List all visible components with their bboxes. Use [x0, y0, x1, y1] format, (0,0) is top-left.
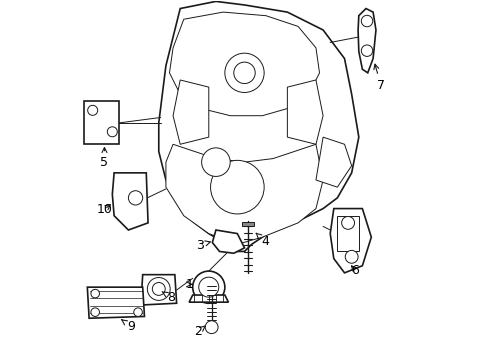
Polygon shape — [357, 9, 375, 73]
Circle shape — [361, 15, 372, 27]
Text: 2: 2 — [194, 325, 204, 338]
Polygon shape — [337, 216, 358, 251]
Text: 7: 7 — [373, 64, 384, 92]
Circle shape — [205, 321, 218, 334]
Circle shape — [91, 308, 99, 316]
Polygon shape — [315, 137, 351, 187]
Circle shape — [341, 216, 354, 229]
Circle shape — [152, 283, 165, 296]
Circle shape — [91, 289, 99, 298]
Text: 4: 4 — [256, 233, 268, 248]
Polygon shape — [112, 173, 148, 230]
Polygon shape — [212, 230, 244, 253]
Polygon shape — [242, 222, 253, 226]
Circle shape — [87, 105, 98, 115]
Polygon shape — [165, 144, 323, 244]
Circle shape — [192, 271, 224, 303]
Polygon shape — [159, 1, 358, 251]
Polygon shape — [329, 208, 370, 273]
Polygon shape — [87, 287, 144, 318]
Polygon shape — [141, 275, 176, 305]
Circle shape — [128, 191, 142, 205]
Text: 5: 5 — [100, 148, 108, 169]
Circle shape — [198, 277, 218, 297]
Circle shape — [134, 308, 142, 316]
Text: 6: 6 — [350, 264, 359, 276]
Circle shape — [147, 278, 170, 300]
Text: 9: 9 — [122, 320, 135, 333]
Polygon shape — [287, 80, 323, 144]
Circle shape — [210, 160, 264, 214]
Circle shape — [201, 148, 230, 176]
Circle shape — [224, 53, 264, 93]
Text: 3: 3 — [196, 239, 210, 252]
Polygon shape — [169, 12, 319, 116]
Text: 1: 1 — [185, 278, 193, 291]
Circle shape — [361, 45, 372, 57]
Circle shape — [107, 127, 117, 137]
Polygon shape — [189, 295, 228, 302]
Circle shape — [233, 62, 255, 84]
Text: 8: 8 — [162, 291, 175, 304]
Polygon shape — [173, 80, 208, 144]
Circle shape — [345, 250, 357, 263]
Text: 10: 10 — [96, 203, 112, 216]
Polygon shape — [83, 102, 119, 144]
